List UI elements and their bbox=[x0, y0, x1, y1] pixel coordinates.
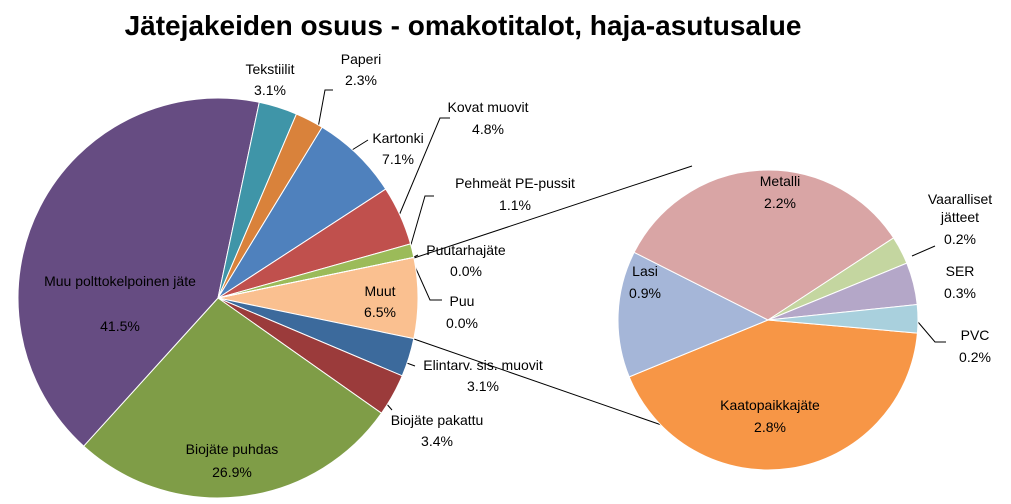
leader-line bbox=[351, 139, 369, 151]
pie-slice bbox=[617, 251, 770, 378]
slice-value-label: 1.1% bbox=[499, 197, 531, 213]
slice-label: Muut bbox=[364, 283, 396, 299]
slice-value-label: 3.4% bbox=[421, 433, 453, 449]
slice-value-label: 41.5% bbox=[100, 318, 140, 334]
leader-line bbox=[317, 89, 333, 129]
connector-line bbox=[413, 165, 693, 259]
slice-label: Vaaralliset jätteet bbox=[927, 191, 993, 225]
slice-label: Puu bbox=[449, 293, 475, 309]
slice-label: Kovat muovit bbox=[447, 99, 529, 115]
slice-value-label: 7.1% bbox=[382, 151, 414, 167]
slice-value-label: 6.5% bbox=[364, 304, 396, 320]
slice-value-label: 0.2% bbox=[959, 349, 991, 365]
leader-line bbox=[911, 245, 936, 257]
slice-label: Metalli bbox=[759, 173, 801, 189]
pie-slice bbox=[633, 169, 895, 321]
leader-line bbox=[409, 195, 434, 249]
slice-label: Tekstiilit bbox=[245, 61, 295, 77]
slice-value-label: 3.1% bbox=[467, 378, 499, 394]
pie-slice bbox=[628, 319, 918, 471]
pie-slice bbox=[17, 97, 260, 447]
leader-line bbox=[917, 321, 946, 343]
slice-value-label: 2.8% bbox=[754, 419, 786, 435]
slice-value-label: 0.0% bbox=[450, 263, 482, 279]
slice-label: Elintarv. sis. muovit bbox=[423, 357, 543, 373]
slice-value-label: 0.3% bbox=[944, 285, 976, 301]
slice-value-label: 2.2% bbox=[764, 195, 796, 211]
slice-label: Kaatopaikkajäte bbox=[720, 397, 820, 413]
slice-value-label: 2.3% bbox=[345, 72, 377, 88]
slice-value-label: 0.9% bbox=[629, 285, 661, 301]
slice-value-label: 0.0% bbox=[446, 315, 478, 331]
slice-value-label: 4.8% bbox=[472, 121, 504, 137]
slice-label: PVC bbox=[960, 327, 990, 343]
slice-label: Biojäte pakattu bbox=[390, 412, 484, 428]
slice-label: Pehmeät PE-pussit bbox=[455, 175, 575, 191]
leader-line bbox=[397, 117, 450, 219]
slice-label: SER bbox=[945, 263, 975, 279]
slice-label: Kartonki bbox=[372, 130, 424, 146]
connector-line bbox=[413, 338, 697, 438]
slice-value-label: 26.9% bbox=[212, 464, 252, 480]
slice-label: Puutarhajäte bbox=[426, 242, 506, 258]
leader-line bbox=[412, 261, 442, 301]
pie-slice bbox=[217, 243, 415, 299]
slice-label: Biojäte puhdas bbox=[185, 441, 279, 457]
slice-label: Lasi bbox=[632, 263, 658, 279]
slice-value-label: 0.2% bbox=[944, 231, 976, 247]
chart-title: Jätejakeiden osuus - omakotitalot, haja-… bbox=[124, 10, 802, 41]
slice-label: Paperi bbox=[340, 51, 382, 67]
pie-slice bbox=[767, 304, 919, 334]
slice-label: Muu polttokelpoinen jäte bbox=[44, 273, 196, 289]
pie-slice bbox=[82, 297, 383, 499]
leader-lines bbox=[317, 89, 946, 438]
slice-value-label: 3.1% bbox=[254, 82, 286, 98]
